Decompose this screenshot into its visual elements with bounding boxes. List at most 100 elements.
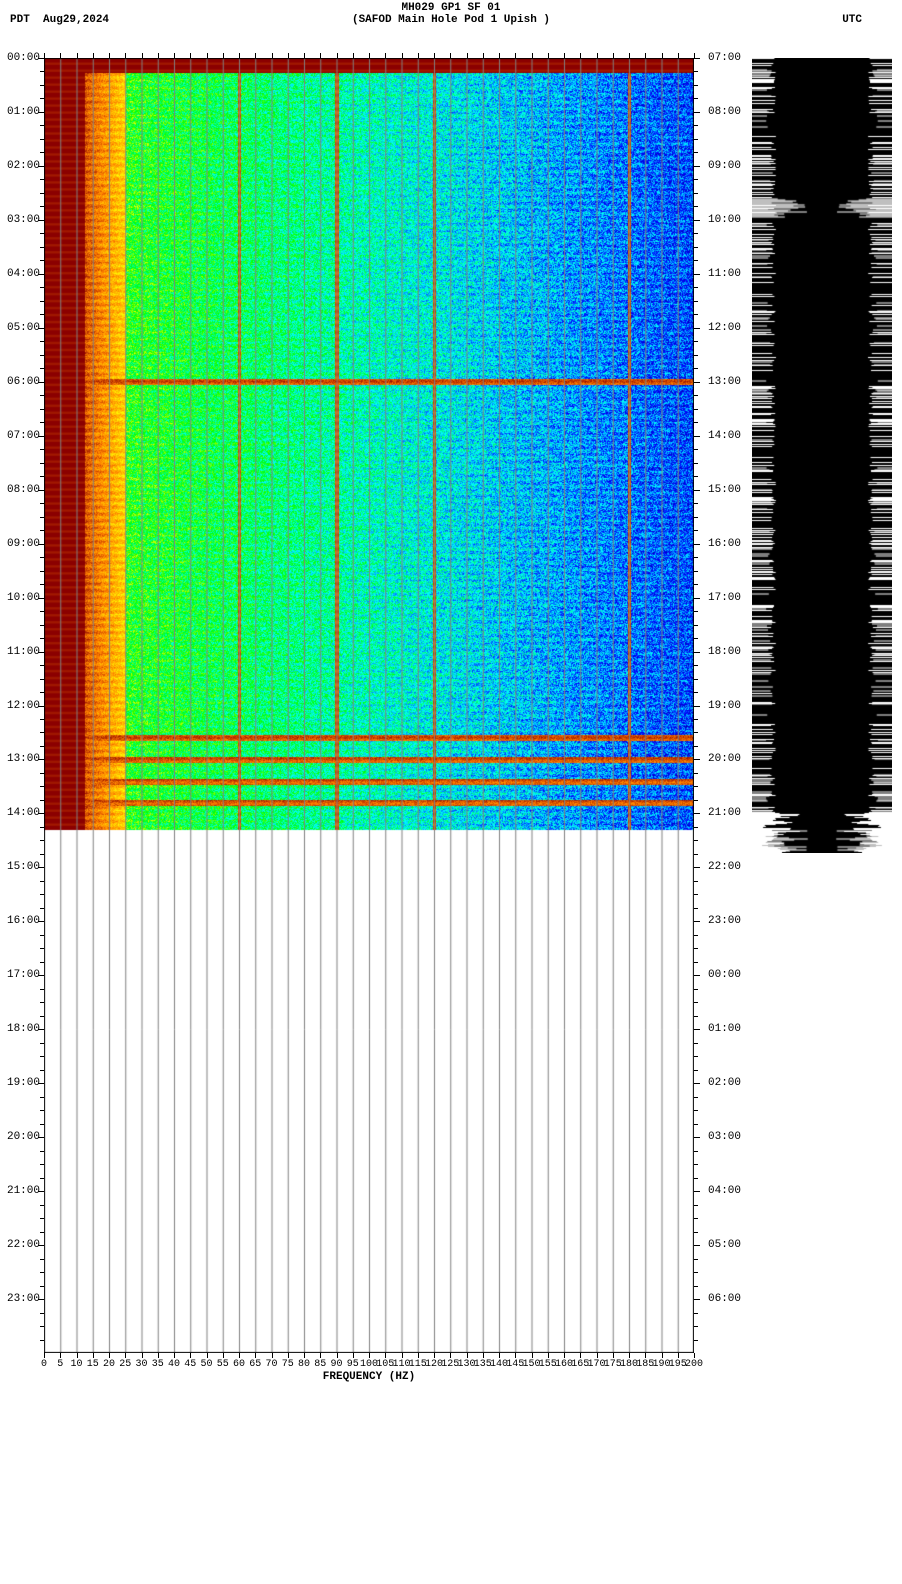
yaxis-left-tick [38,274,44,275]
yaxis-left-minor-tick [40,1164,44,1165]
yaxis-right-minor-tick [694,1218,698,1219]
xaxis-tick-top [109,53,110,58]
yaxis-right-minor-tick [694,665,698,666]
xaxis-tick-label: 70 [265,1359,277,1370]
yaxis-right-minor-tick [694,125,698,126]
yaxis-left-minor-tick [40,152,44,153]
header-date: Aug29,2024 [43,14,109,26]
yaxis-right-label: 13:00 [708,376,758,388]
yaxis-right-minor-tick [694,1124,698,1125]
xaxis-tick [418,1353,419,1358]
xaxis-tick-top [337,53,338,58]
yaxis-right-tick [694,652,700,653]
yaxis-right-label: 11:00 [708,268,758,280]
xaxis-tick-label: 80 [298,1359,310,1370]
yaxis-left-minor-tick [40,1259,44,1260]
yaxis-right-label: 17:00 [708,592,758,604]
yaxis-left-minor-tick [40,395,44,396]
xaxis-tick [662,1353,663,1358]
yaxis-right-label: 21:00 [708,807,758,819]
xaxis-tick [125,1353,126,1358]
xaxis-tick-label: 35 [152,1359,164,1370]
xaxis-tick-label: 90 [330,1359,342,1370]
yaxis-left-minor-tick [40,422,44,423]
yaxis-right-tick [694,274,700,275]
xaxis-tick-label: 60 [233,1359,245,1370]
yaxis-left-minor-tick [40,206,44,207]
yaxis-left-minor-tick [40,962,44,963]
yaxis-left-tick [38,490,44,491]
yaxis-right-tick [694,544,700,545]
yaxis-left-tick [38,759,44,760]
xaxis-tick-top [255,53,256,58]
waveform-panel [752,58,892,853]
yaxis-left-tick [38,921,44,922]
yaxis-left-minor-tick [40,260,44,261]
yaxis-left-tick [38,652,44,653]
yaxis-left-minor-tick [40,463,44,464]
yaxis-left-tick [38,220,44,221]
xaxis-tick-top [190,53,191,58]
yaxis-right-minor-tick [694,1002,698,1003]
yaxis-right-label: 12:00 [708,322,758,334]
yaxis-left-minor-tick [40,827,44,828]
yaxis-right-minor-tick [694,476,698,477]
yaxis-right-tick [694,436,700,437]
yaxis-left-minor-tick [40,179,44,180]
yaxis-right-minor-tick [694,503,698,504]
yaxis-right-minor-tick [694,1259,698,1260]
yaxis-left-label: 18:00 [0,1023,40,1035]
xaxis-tick-top [580,53,581,58]
xaxis-tick-label: 65 [249,1359,261,1370]
yaxis-right-minor-tick [694,948,698,949]
xaxis-tick [158,1353,159,1358]
yaxis-right-minor-tick [694,409,698,410]
yaxis-left-label: 06:00 [0,376,40,388]
yaxis-left-minor-tick [40,1124,44,1125]
yaxis-left-minor-tick [40,557,44,558]
yaxis-right-label: 04:00 [708,1185,758,1197]
yaxis-right-label: 03:00 [708,1131,758,1143]
xaxis-tick-top [597,53,598,58]
yaxis-left-minor-tick [40,638,44,639]
yaxis-right-minor-tick [694,422,698,423]
yaxis-left-tick [38,544,44,545]
yaxis-right-tick [694,1299,700,1300]
xaxis-tick-top [93,53,94,58]
yaxis-right-minor-tick [694,854,698,855]
yaxis-right-minor-tick [694,152,698,153]
yaxis-left-minor-tick [40,894,44,895]
yaxis-left-label: 19:00 [0,1077,40,1089]
header-left-label: PDT Aug29,2024 [10,14,109,26]
yaxis-right-minor-tick [694,732,698,733]
yaxis-left-minor-tick [40,1232,44,1233]
xaxis-tick-label: 200 [685,1359,703,1370]
yaxis-left-minor-tick [40,854,44,855]
yaxis-left-minor-tick [40,611,44,612]
yaxis-right-tick [694,328,700,329]
yaxis-right-minor-tick [694,530,698,531]
yaxis-right-minor-tick [694,1151,698,1152]
yaxis-left-minor-tick [40,287,44,288]
xaxis-tick [207,1353,208,1358]
yaxis-right-minor-tick [694,301,698,302]
xaxis-tick-label: 0 [41,1359,47,1370]
yaxis-right-label: 09:00 [708,160,758,172]
yaxis-left-minor-tick [40,948,44,949]
yaxis-left-minor-tick [40,1286,44,1287]
xaxis-tick-label: 55 [217,1359,229,1370]
yaxis-right-minor-tick [694,786,698,787]
xaxis-tick-top [629,53,630,58]
yaxis-left-minor-tick [40,989,44,990]
xaxis-tick [255,1353,256,1358]
yaxis-left-label: 03:00 [0,214,40,226]
xaxis-tick [93,1353,94,1358]
xaxis-tick [467,1353,468,1358]
yaxis-left-tick [38,975,44,976]
yaxis-right-minor-tick [694,935,698,936]
xaxis-tick-top [44,53,45,58]
yaxis-left-minor-tick [40,139,44,140]
xaxis-tick [402,1353,403,1358]
yaxis-right-minor-tick [694,746,698,747]
yaxis-right-label: 01:00 [708,1023,758,1035]
